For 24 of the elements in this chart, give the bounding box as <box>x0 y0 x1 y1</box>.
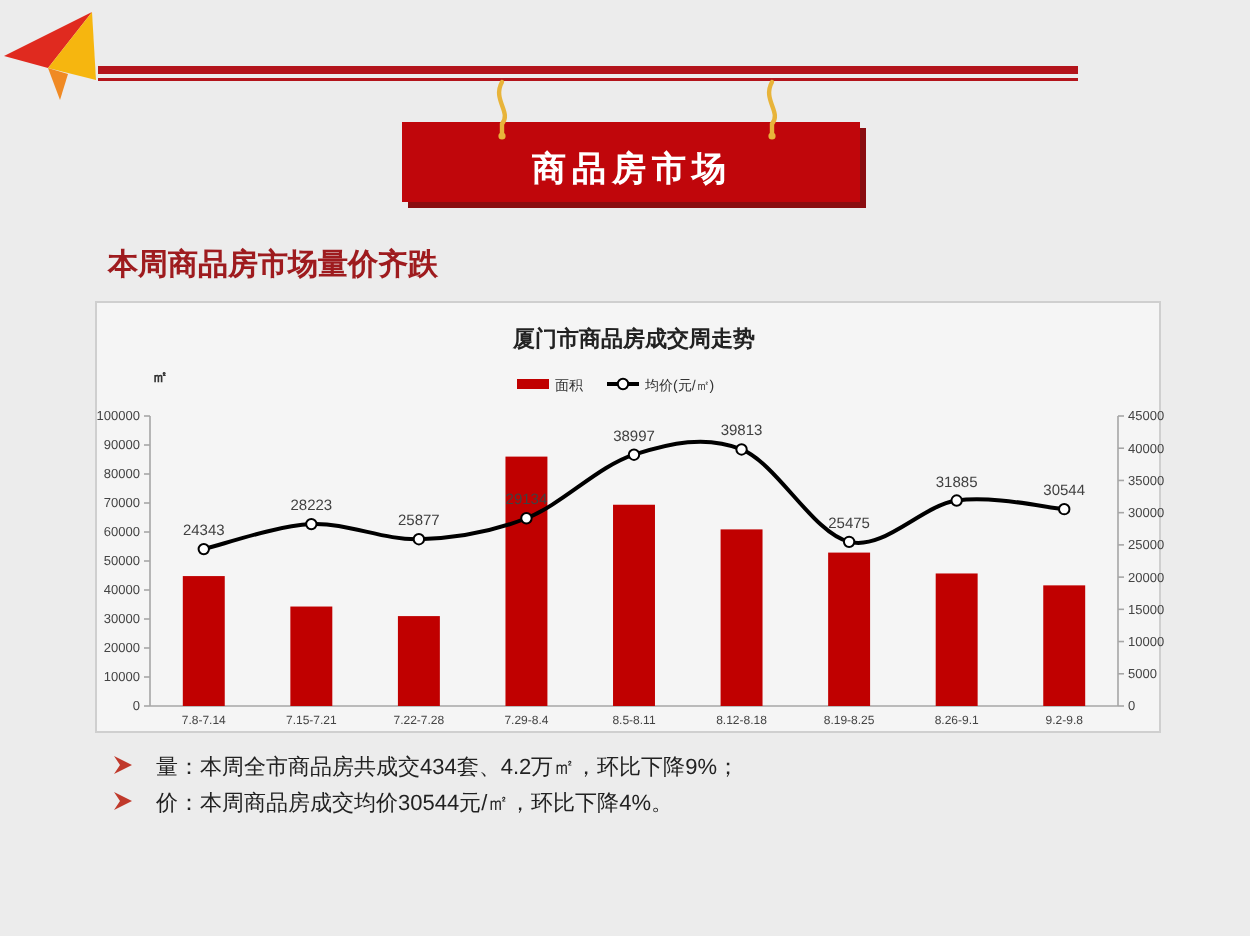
bar <box>397 616 440 706</box>
point <box>305 517 318 531</box>
y-axis-title: ㎡ <box>152 368 168 386</box>
point <box>1058 502 1071 516</box>
bar <box>1043 585 1086 706</box>
text: 量：本周全市商品房共成交434套、4.2万㎡，环比下降9%； <box>156 754 740 780</box>
text: 本周商品房市场量价齐跌 <box>106 246 440 282</box>
chart-title: 厦门市商品房成交周走势 <box>511 326 755 352</box>
text: 价：本周商品房成交均价30544元/㎡，环比下降4%。 <box>154 790 674 816</box>
bar <box>828 552 871 706</box>
bar <box>613 504 655 706</box>
bar <box>290 606 333 706</box>
point <box>627 448 641 461</box>
text: 商品房市场 <box>530 150 732 188</box>
point <box>520 512 533 525</box>
point <box>197 542 210 556</box>
bar <box>720 529 763 706</box>
point <box>950 494 963 507</box>
bar <box>935 573 978 706</box>
point <box>735 443 748 456</box>
point <box>842 535 856 549</box>
bar <box>505 456 548 706</box>
point <box>412 533 426 546</box>
bar <box>182 576 225 706</box>
